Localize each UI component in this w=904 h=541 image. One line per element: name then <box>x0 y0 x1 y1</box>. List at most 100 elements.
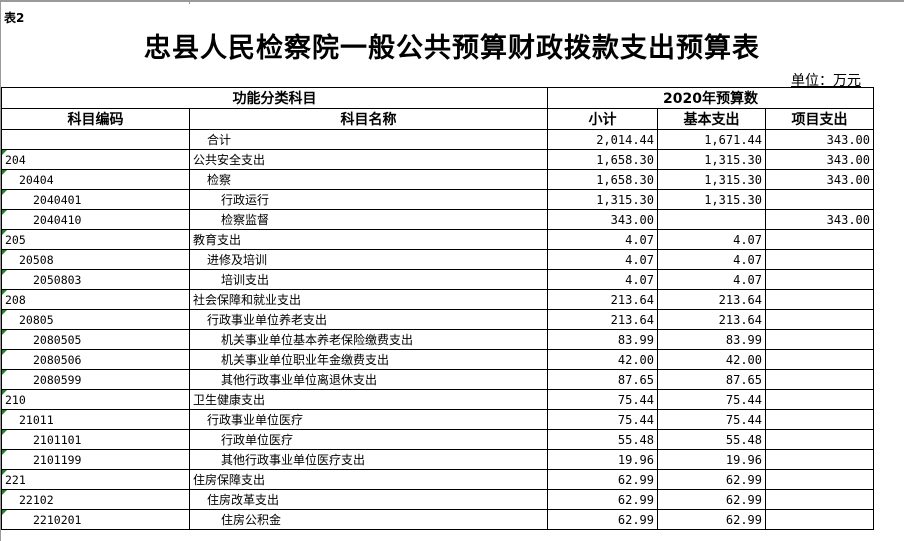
cell-code[interactable]: 210 <box>1 389 190 410</box>
cell-basic[interactable]: 213.64 <box>657 289 766 310</box>
cell-basic[interactable]: 1,315.30 <box>657 189 766 210</box>
cell-name[interactable]: 行政运行 <box>189 189 548 210</box>
cell-project[interactable] <box>765 509 874 530</box>
cell-code[interactable]: 208 <box>1 289 190 310</box>
cell-project[interactable] <box>765 309 874 330</box>
cell-name[interactable]: 培训支出 <box>189 269 548 290</box>
cell-basic[interactable]: 62.99 <box>657 509 766 530</box>
cell-subtotal[interactable]: 1,315.30 <box>547 189 658 210</box>
cell-basic[interactable]: 213.64 <box>657 309 766 330</box>
cell-name[interactable]: 检察 <box>189 169 548 190</box>
cell-code[interactable]: 22102 <box>1 489 190 510</box>
cell-project[interactable] <box>765 369 874 390</box>
cell-project[interactable] <box>765 269 874 290</box>
cell-project[interactable] <box>765 229 874 250</box>
cell-project[interactable] <box>765 409 874 430</box>
cell-name[interactable]: 教育支出 <box>189 229 548 250</box>
header-basic[interactable]: 基本支出 <box>657 108 766 130</box>
cell-project[interactable]: 343.00 <box>765 209 874 230</box>
cell-code[interactable]: 2050803 <box>1 269 190 290</box>
cell-subtotal[interactable]: 75.44 <box>547 409 658 430</box>
cell-code[interactable] <box>1 129 190 150</box>
cell-code[interactable]: 2080505 <box>1 329 190 350</box>
cell-basic[interactable]: 62.99 <box>657 489 766 510</box>
cell-project[interactable]: 343.00 <box>765 169 874 190</box>
cell-project[interactable] <box>765 449 874 470</box>
cell-code[interactable]: 2080506 <box>1 349 190 370</box>
cell-name[interactable]: 住房保障支出 <box>189 469 548 490</box>
cell-basic[interactable]: 75.44 <box>657 389 766 410</box>
header-name[interactable]: 科目名称 <box>189 108 548 130</box>
cell-project[interactable]: 343.00 <box>765 129 874 150</box>
cell-project[interactable] <box>765 489 874 510</box>
header-code[interactable]: 科目编码 <box>1 108 190 130</box>
cell-code[interactable]: 221 <box>1 469 190 490</box>
cell-code[interactable]: 20508 <box>1 249 190 270</box>
cell-basic[interactable]: 83.99 <box>657 329 766 350</box>
cell-name[interactable]: 检察监督 <box>189 209 548 230</box>
cell-code[interactable]: 204 <box>1 149 190 170</box>
cell-basic[interactable]: 42.00 <box>657 349 766 370</box>
cell-name[interactable]: 公共安全支出 <box>189 149 548 170</box>
cell-subtotal[interactable]: 87.65 <box>547 369 658 390</box>
cell-project[interactable] <box>765 469 874 490</box>
cell-basic[interactable]: 4.07 <box>657 249 766 270</box>
cell-basic[interactable]: 62.99 <box>657 469 766 490</box>
cell-subtotal[interactable]: 62.99 <box>547 489 658 510</box>
cell-code[interactable]: 2101199 <box>1 449 190 470</box>
cell-basic[interactable]: 19.96 <box>657 449 766 470</box>
cell-subtotal[interactable]: 4.07 <box>547 249 658 270</box>
cell-code[interactable]: 2040410 <box>1 209 190 230</box>
header-project[interactable]: 项目支出 <box>765 108 874 130</box>
cell-code[interactable]: 20404 <box>1 169 190 190</box>
cell-project[interactable] <box>765 429 874 450</box>
cell-name[interactable]: 社会保障和就业支出 <box>189 289 548 310</box>
cell-code[interactable]: 2210201 <box>1 509 190 530</box>
cell-code[interactable]: 21011 <box>1 409 190 430</box>
cell-name[interactable]: 行政单位医疗 <box>189 429 548 450</box>
cell-name[interactable]: 进修及培训 <box>189 249 548 270</box>
cell-subtotal[interactable]: 4.07 <box>547 229 658 250</box>
cell-basic[interactable]: 75.44 <box>657 409 766 430</box>
cell-project[interactable] <box>765 349 874 370</box>
cell-name[interactable]: 行政事业单位医疗 <box>189 409 548 430</box>
cell-subtotal[interactable]: 2,014.44 <box>547 129 658 150</box>
cell-subtotal[interactable]: 62.99 <box>547 509 658 530</box>
cell-code[interactable]: 20805 <box>1 309 190 330</box>
cell-subtotal[interactable]: 75.44 <box>547 389 658 410</box>
cell-name[interactable]: 行政事业单位养老支出 <box>189 309 548 330</box>
cell-subtotal[interactable]: 55.48 <box>547 429 658 450</box>
header-subtotal[interactable]: 小计 <box>547 108 658 130</box>
cell-basic[interactable]: 4.07 <box>657 269 766 290</box>
cell-project[interactable] <box>765 289 874 310</box>
cell-project[interactable] <box>765 249 874 270</box>
cell-basic[interactable]: 55.48 <box>657 429 766 450</box>
cell-code[interactable]: 2101101 <box>1 429 190 450</box>
cell-name[interactable]: 其他行政事业单位医疗支出 <box>189 449 548 470</box>
cell-subtotal[interactable]: 62.99 <box>547 469 658 490</box>
cell-project[interactable] <box>765 189 874 210</box>
cell-code[interactable]: 2040401 <box>1 189 190 210</box>
header-function-category[interactable]: 功能分类科目 <box>1 87 548 109</box>
cell-subtotal[interactable]: 42.00 <box>547 349 658 370</box>
cell-subtotal[interactable]: 343.00 <box>547 209 658 230</box>
cell-basic[interactable]: 4.07 <box>657 229 766 250</box>
cell-subtotal[interactable]: 1,658.30 <box>547 169 658 190</box>
header-2020-budget[interactable]: 2020年预算数 <box>547 87 874 109</box>
cell-subtotal[interactable]: 213.64 <box>547 309 658 330</box>
cell-name[interactable]: 合计 <box>189 129 548 150</box>
cell-basic[interactable]: 1,315.30 <box>657 149 766 170</box>
cell-name[interactable]: 其他行政事业单位离退休支出 <box>189 369 548 390</box>
cell-name[interactable]: 机关事业单位基本养老保险缴费支出 <box>189 329 548 350</box>
cell-subtotal[interactable]: 19.96 <box>547 449 658 470</box>
cell-name[interactable]: 卫生健康支出 <box>189 389 548 410</box>
cell-basic[interactable]: 1,315.30 <box>657 169 766 190</box>
cell-project[interactable] <box>765 329 874 350</box>
cell-subtotal[interactable]: 1,658.30 <box>547 149 658 170</box>
cell-code[interactable]: 2080599 <box>1 369 190 390</box>
cell-name[interactable]: 机关事业单位职业年金缴费支出 <box>189 349 548 370</box>
cell-basic[interactable] <box>657 209 766 230</box>
cell-name[interactable]: 住房公积金 <box>189 509 548 530</box>
cell-name[interactable]: 住房改革支出 <box>189 489 548 510</box>
cell-project[interactable] <box>765 389 874 410</box>
